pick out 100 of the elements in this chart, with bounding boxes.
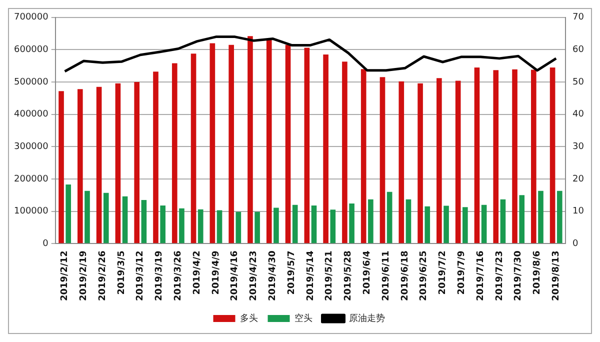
bar	[254, 212, 260, 244]
bar	[330, 210, 336, 244]
x-tick-label: 2019/2/26	[98, 250, 108, 302]
bar	[455, 80, 461, 244]
x-tick-label: 2019/6/11	[381, 250, 392, 302]
x-tick-label: 2019/5/21	[324, 250, 335, 302]
x-tick-label: 2019/6/18	[400, 250, 410, 302]
y-tick-label: 600000	[14, 45, 49, 56]
x-tick-label: 2019/7/16	[476, 250, 486, 302]
bar	[228, 44, 234, 244]
y-tick-label: 700000	[14, 12, 49, 23]
bar	[342, 62, 348, 244]
x-tick-label: 2019/5/7	[286, 250, 297, 295]
y-tick-label: 400000	[14, 110, 49, 120]
bar	[122, 196, 128, 244]
y2-tick-label: 20	[572, 174, 584, 184]
legend-label: 原油走势	[348, 312, 385, 324]
bar	[266, 39, 272, 244]
x-tick-label: 2019/4/16	[230, 250, 240, 302]
y2-tick-label: 60	[572, 45, 584, 56]
bar	[292, 204, 298, 244]
bar	[103, 192, 109, 244]
bar	[519, 195, 525, 244]
bar	[531, 70, 536, 244]
bar	[418, 83, 423, 244]
bar	[398, 81, 404, 244]
x-tick-label: 2019/5/14	[306, 250, 316, 302]
bar	[134, 82, 140, 244]
y-tick-label: 200000	[14, 174, 49, 184]
bar	[115, 83, 121, 244]
y-tick-label: 100000	[14, 206, 49, 217]
x-tick-label: 2019/4/9	[211, 250, 222, 295]
x-tick-label: 2019/3/19	[154, 250, 165, 302]
bar	[274, 208, 279, 244]
bar	[248, 36, 253, 244]
bar	[462, 207, 468, 244]
bar	[380, 77, 386, 244]
bar	[386, 192, 392, 244]
bar	[84, 190, 90, 244]
bar	[78, 89, 83, 244]
bar	[311, 205, 317, 244]
legend-label: 空头	[294, 312, 312, 324]
bar	[556, 190, 562, 244]
bar	[190, 54, 196, 244]
x-tick-label: 2019/7/2	[438, 250, 448, 295]
x-tick-label: 2019/6/25	[419, 250, 430, 302]
bar	[474, 67, 480, 244]
bar	[236, 212, 242, 244]
y-tick-label: 300000	[14, 142, 49, 152]
x-tick-label: 2019/5/28	[344, 250, 354, 302]
y2-tick-label: 30	[572, 142, 584, 152]
y2-tick-label: 70	[572, 12, 584, 23]
bar	[424, 206, 430, 244]
x-tick-label: 2019/7/23	[494, 250, 505, 302]
bar	[179, 208, 184, 244]
x-tick-label: 2019/4/23	[249, 250, 260, 302]
bar	[406, 199, 412, 244]
y2-tick-label: 50	[572, 77, 584, 88]
x-tick-label: 2019/8/6	[532, 250, 543, 295]
bar	[481, 204, 487, 244]
x-tick-label: 2019/4/2	[192, 250, 202, 295]
bar	[444, 206, 449, 244]
x-tick-label: 2019/7/30	[514, 250, 524, 302]
bar	[436, 78, 442, 244]
x-tick-label: 2019/6/4	[362, 250, 372, 295]
y-tick-label: 500000	[14, 77, 49, 88]
bar	[210, 43, 216, 244]
x-tick-label: 2019/3/5	[116, 250, 127, 295]
bar	[512, 69, 518, 244]
x-tick-label: 2019/2/19	[79, 250, 90, 302]
bar	[360, 69, 366, 244]
y-tick-label: 0	[42, 238, 49, 249]
bar	[323, 54, 328, 244]
bar	[198, 209, 204, 244]
bar	[538, 190, 544, 244]
x-tick-label: 2019/3/12	[136, 250, 146, 302]
bar	[285, 44, 291, 244]
bar	[172, 63, 178, 244]
bar	[493, 70, 499, 244]
bar	[160, 205, 166, 244]
legend-label: 多头	[240, 312, 258, 324]
bar	[141, 200, 147, 244]
x-tick-label: 2019/2/12	[60, 250, 70, 302]
bar	[58, 91, 64, 244]
bar	[304, 48, 310, 244]
bar	[500, 199, 506, 244]
bar	[66, 184, 72, 244]
bar	[368, 199, 374, 244]
bar	[96, 86, 102, 244]
bar	[349, 204, 354, 244]
y2-tick-label: 0	[572, 238, 579, 249]
y2-tick-label: 10	[572, 206, 584, 217]
bar	[216, 210, 222, 244]
bar	[550, 67, 556, 244]
x-tick-label: 2019/3/26	[174, 250, 184, 302]
x-tick-label: 2019/8/13	[551, 250, 562, 302]
bar	[153, 72, 158, 244]
x-tick-label: 2019/7/9	[456, 250, 467, 295]
y2-tick-label: 40	[572, 110, 584, 120]
x-tick-label: 2019/4/30	[268, 250, 278, 302]
